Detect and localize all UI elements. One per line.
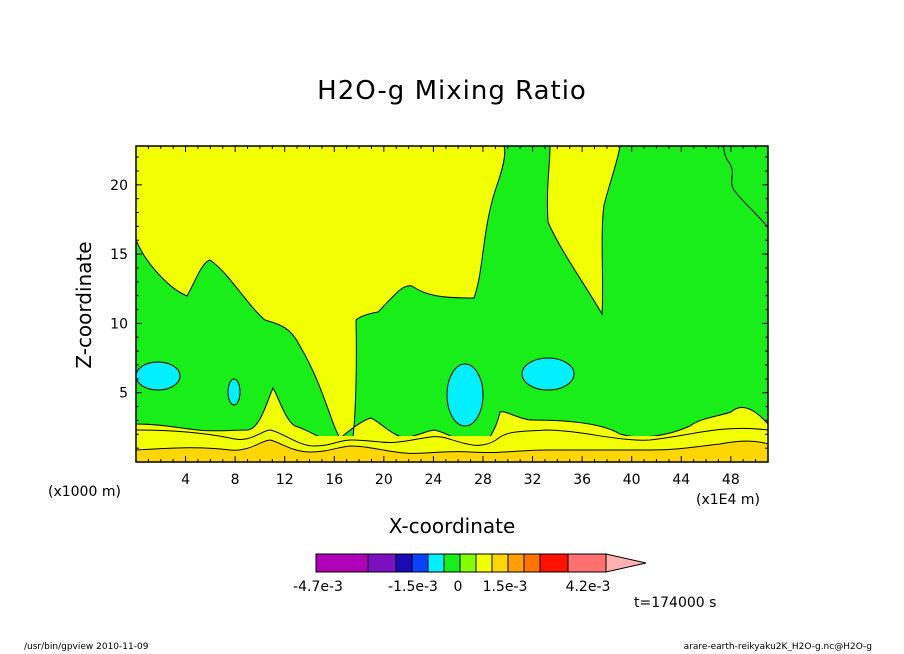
colorbar-segment [539,553,569,573]
y-tick-label: 20 [110,178,128,194]
colorbar-label: 4.2e-3 [566,579,611,595]
orange-surface-layer [136,439,768,462]
x-tick-label: 36 [573,472,591,488]
colorbar-segment [491,553,509,573]
x-tick-label: 4 [181,472,190,488]
lower-yellow-band [136,436,768,450]
colorbar-arrow [605,553,647,573]
colorbar-segment [411,553,429,573]
cyan-cell-x8 [227,378,241,406]
colorbar-label: 0 [454,579,463,595]
colorbar: -4.7e-3 -1.5e-3 0 1.5e-3 4.2e-3 [293,553,647,595]
x-tick-label: 24 [424,472,442,488]
x-tick-label: 16 [325,472,343,488]
colorbar-segment [475,553,493,573]
x-axis-label: X-coordinate [388,514,516,538]
y-tick-label: 5 [119,386,128,402]
x-axis-scale-note: (x1E4 m) [696,492,760,508]
chart-title: H2O-g Mixing Ratio [317,76,587,106]
contour-fills [136,146,768,462]
plot-frame [135,145,769,463]
x-tick-label: 28 [474,472,492,488]
x-tick-label: 40 [623,472,641,488]
colorbar-label: -1.5e-3 [388,579,438,595]
y-tick-label: 15 [110,247,128,263]
colorbar-segment [443,553,461,573]
footer-program-date: /usr/bin/gpview 2010-11-09 [24,642,149,652]
x-tick-label: 44 [672,472,690,488]
footer-file-name: arare-earth-reikyaku2K_H2O-g.nc@H2O-g [683,642,872,652]
colorbar-label: -4.7e-3 [293,579,343,595]
colorbar-segment [367,553,397,573]
x-tick-label: 32 [524,472,542,488]
x-tick-label: 20 [375,472,393,488]
cyan-cell-x27 [446,363,484,427]
colorbar-segment [395,553,413,573]
colorbar-segment [507,553,525,573]
cyan-cell-x33 [521,357,575,391]
x-tick-label: 48 [722,472,740,488]
x-axis-unit: (x1000 m) [48,484,121,500]
green-orange-boundary [136,427,768,447]
colorbar-segment [523,553,541,573]
cyan-cell-left [136,361,181,391]
colorbar-segment [459,553,477,573]
colorbar-label: 1.5e-3 [483,579,528,595]
colorbar-segment [427,553,445,573]
colorbar-segment [315,553,369,573]
x-tick-label: 12 [276,472,294,488]
x-tick-label: 8 [231,472,240,488]
time-label: t=174000 s [634,595,717,611]
y-tick-label: 10 [110,316,128,332]
colorbar-segment [567,553,607,573]
